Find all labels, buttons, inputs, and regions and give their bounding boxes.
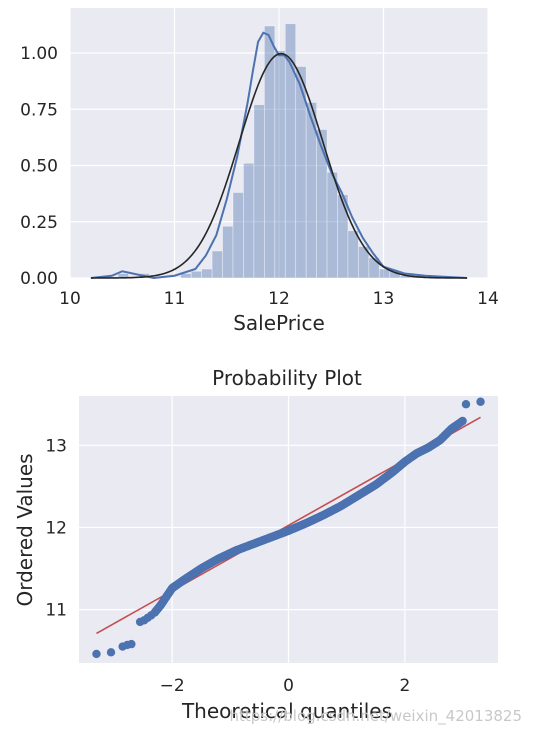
hist-bar bbox=[253, 104, 265, 279]
probplot-x-tick-label: 2 bbox=[399, 676, 410, 696]
probplot-point bbox=[461, 400, 471, 409]
probplot-y-axis-label: Ordered Values bbox=[13, 453, 37, 606]
probplot-y-tick-labels: 11 12 13 bbox=[45, 436, 67, 620]
hist-x-tick-label: 13 bbox=[373, 289, 395, 309]
hist-bars bbox=[117, 23, 443, 279]
hist-bar bbox=[337, 194, 349, 279]
hist-bar bbox=[368, 257, 380, 279]
probplot-point bbox=[476, 397, 485, 406]
hist-bar bbox=[347, 230, 359, 279]
probplot-point bbox=[106, 648, 116, 657]
hist-bar bbox=[190, 270, 203, 279]
watermark-text: https://blog.csdn.net/weixin_42013825 bbox=[229, 707, 522, 726]
hist-bar bbox=[222, 225, 234, 279]
hist-x-tick-label: 12 bbox=[268, 289, 290, 309]
probplot-title: Probability Plot bbox=[212, 366, 362, 390]
probplot-point bbox=[92, 649, 101, 659]
probplot-y-tick-label: 13 bbox=[45, 436, 67, 456]
hist-x-axis-label: SalePrice bbox=[233, 311, 325, 335]
hist-x-tick-label: 10 bbox=[59, 289, 81, 309]
hist-bar bbox=[243, 162, 255, 279]
probplot-x-axis-label: Theoretical quantiles bbox=[181, 699, 392, 723]
probplot-y-tick-label: 12 bbox=[45, 518, 67, 538]
hist-x-tick-label: 11 bbox=[164, 289, 186, 309]
hist-y-tick-label: 1.00 bbox=[20, 44, 58, 64]
probplot-panel: Probability Plot −2 0 2 11 12 13 Theoretical… bbox=[13, 366, 498, 723]
probplot-x-tick-label: −2 bbox=[160, 676, 185, 696]
hist-bar bbox=[274, 50, 286, 279]
probplot-gridlines bbox=[79, 396, 498, 663]
hist-bar bbox=[232, 192, 244, 279]
hist-bar bbox=[211, 250, 223, 279]
probplot-y-tick-label: 11 bbox=[45, 601, 67, 621]
hist-bar bbox=[326, 171, 338, 279]
hist-panel: 10 11 12 13 14 0.00 0.25 0.50 0.75 1.00 SalePric… bbox=[20, 8, 499, 335]
hist-y-tick-label: 0.00 bbox=[20, 269, 58, 289]
hist-y-tick-label: 0.25 bbox=[20, 213, 58, 233]
probplot-point bbox=[458, 416, 467, 426]
hist-bar bbox=[201, 268, 213, 279]
kde-curve bbox=[90, 31, 468, 280]
hist-y-tick-label: 0.75 bbox=[20, 100, 58, 120]
hist-y-tick-label: 0.50 bbox=[20, 157, 58, 177]
hist-bar bbox=[264, 25, 276, 279]
probplot-points bbox=[92, 397, 485, 659]
probplot-x-tick-label: 0 bbox=[283, 676, 294, 696]
normal-fit-curve bbox=[90, 52, 468, 279]
probplot-point bbox=[127, 639, 136, 649]
hist-x-tick-label: 14 bbox=[477, 289, 499, 309]
hist-y-tick-labels: 0.00 0.25 0.50 0.75 1.00 bbox=[20, 44, 58, 289]
hist-x-tick-labels: 10 11 12 13 14 bbox=[59, 289, 499, 309]
probplot-x-tick-labels: −2 0 2 bbox=[160, 676, 411, 696]
